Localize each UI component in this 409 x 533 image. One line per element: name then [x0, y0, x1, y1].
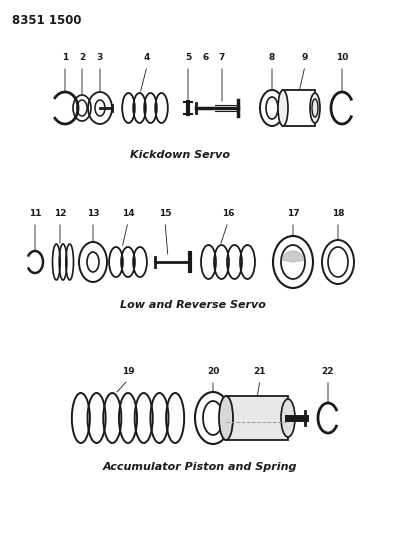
- Bar: [225, 396, 287, 440]
- Text: 2: 2: [79, 53, 85, 62]
- Text: 7: 7: [218, 53, 225, 62]
- Text: 15: 15: [158, 209, 171, 218]
- Text: 1: 1: [62, 53, 68, 62]
- Text: 8: 8: [268, 53, 274, 62]
- Text: 4: 4: [144, 53, 150, 62]
- Text: 17: 17: [286, 209, 299, 218]
- Wedge shape: [281, 251, 303, 262]
- Text: 11: 11: [29, 209, 41, 218]
- Text: 12: 12: [54, 209, 66, 218]
- Text: 14: 14: [121, 209, 134, 218]
- Text: 21: 21: [253, 367, 265, 376]
- Ellipse shape: [277, 90, 287, 126]
- Text: 13: 13: [87, 209, 99, 218]
- Text: 18: 18: [331, 209, 344, 218]
- Text: 10: 10: [335, 53, 347, 62]
- Text: 20: 20: [206, 367, 219, 376]
- Text: Accumulator Piston and Spring: Accumulator Piston and Spring: [103, 462, 297, 472]
- Text: Low and Reverse Servo: Low and Reverse Servo: [120, 300, 265, 310]
- Bar: [282, 90, 314, 126]
- Text: 8351 1500: 8351 1500: [12, 14, 81, 27]
- Text: Kickdown Servo: Kickdown Servo: [130, 150, 229, 160]
- Ellipse shape: [280, 399, 294, 437]
- Text: 6: 6: [202, 53, 209, 62]
- Text: 19: 19: [121, 367, 134, 376]
- Text: 22: 22: [321, 367, 333, 376]
- Text: 16: 16: [221, 209, 234, 218]
- Ellipse shape: [309, 93, 319, 123]
- Text: 3: 3: [97, 53, 103, 62]
- Ellipse shape: [218, 396, 232, 440]
- Text: 5: 5: [184, 53, 191, 62]
- Text: 9: 9: [301, 53, 308, 62]
